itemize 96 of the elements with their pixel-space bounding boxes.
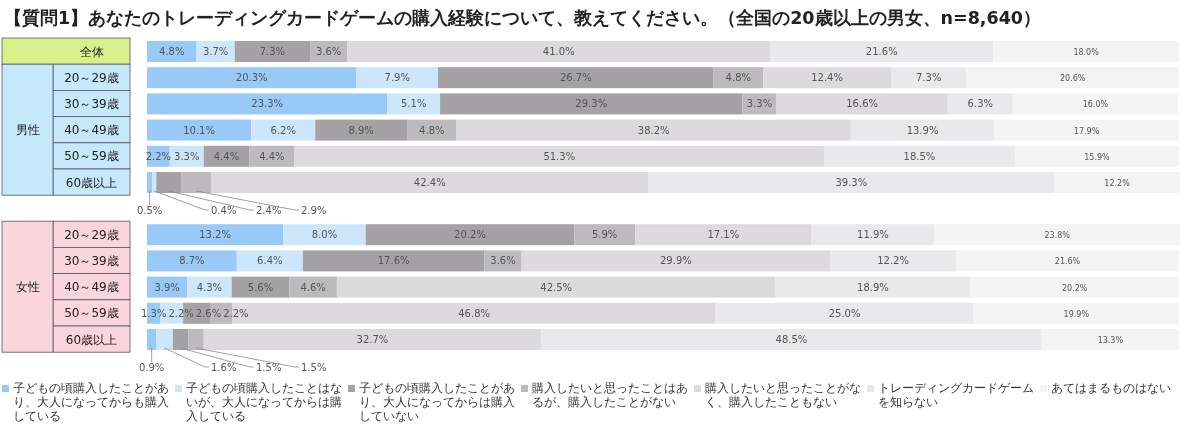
data-label: 4.8% [725, 72, 752, 84]
data-label: 2.2% [223, 307, 249, 319]
data-label: 13.2% [199, 229, 231, 241]
data-label: 20.3% [235, 72, 268, 84]
data-label: 12.2% [877, 255, 909, 267]
data-label: 42.5% [540, 281, 573, 293]
data-label: 0.5% [136, 205, 163, 216]
title: 【質問1】あなたのトレーディングカードゲームの購入経験について、教えてください。（全国の20歳以上の男女、n=8,640） [4, 8, 1041, 28]
data-label: 6.2% [270, 124, 296, 136]
data-label: 7.9% [384, 72, 410, 84]
data-label: 8.7% [179, 255, 205, 267]
data-label: 3.6% [315, 46, 342, 57]
data-label: 7.3% [916, 72, 942, 84]
data-label: 4.6% [300, 281, 326, 293]
legend-label: あてはまるものはない [1051, 381, 1172, 395]
data-label: 17.1% [707, 229, 740, 241]
data-label: 38.2% [637, 124, 670, 136]
data-label: 15.9% [1084, 152, 1111, 162]
data-label: 21.6% [1054, 257, 1081, 267]
data-label: 5.9% [591, 229, 618, 241]
data-label: 4.8% [419, 124, 445, 136]
data-label: 0.9% [138, 362, 165, 373]
data-label: 8.9% [348, 124, 374, 136]
data-label: 12.4% [811, 72, 843, 84]
data-label: 20.2% [454, 229, 486, 241]
data-label: 4.8% [159, 46, 185, 57]
text: 男性 [15, 123, 40, 138]
y-tick-label: 60歳以上 [65, 175, 118, 190]
data-label: 51.3% [543, 150, 576, 162]
data-label: 12.2% [1104, 179, 1131, 188]
data-label: 41.0% [542, 46, 575, 57]
data-label: 46.8% [458, 307, 491, 319]
data-label: 18.9% [857, 281, 889, 293]
data-label: 19.9% [1063, 309, 1090, 319]
data-label: 4.4% [259, 150, 285, 162]
data-label: 21.6% [865, 46, 898, 57]
data-label: 8.0% [311, 229, 338, 241]
data-label: 16.0% [1082, 100, 1109, 110]
data-label: 18.5% [903, 150, 936, 162]
data-label: 16.6% [846, 98, 879, 110]
data-label: 1.5% [256, 362, 282, 373]
data-label: 20.2% [1062, 283, 1088, 293]
y-tick-label: 全体 [79, 44, 104, 59]
data-label: 4.3% [196, 281, 223, 293]
data-label: 1.5% [301, 362, 327, 373]
data-label: 32.7% [356, 334, 389, 345]
data-label: 39.3% [835, 177, 868, 188]
y-tick-label: 30～39歳 [64, 254, 119, 268]
data-label: 3.3% [174, 150, 200, 162]
data-label: 17.9% [1073, 126, 1100, 136]
y-tick-label: 40～49歳 [64, 280, 119, 295]
data-label: 5.1% [401, 98, 427, 110]
data-label: 10.1% [183, 124, 216, 136]
data-label: 42.4% [413, 177, 446, 188]
data-label: 3.9% [154, 281, 180, 293]
data-label: 20.6% [1059, 74, 1086, 84]
legend-label: トレーディングカードゲームを知らない [878, 381, 1035, 409]
y-tick-label: 30～39歳 [64, 97, 119, 111]
data-label: 29.3% [575, 98, 608, 110]
data-label: 6.3% [967, 98, 994, 110]
legend-label: 子どもの頃購入したことがあり、大人になってからも購入している [13, 381, 170, 423]
legend-label: 子どもの頃購入したことがあり、大人になってからは購入していない [359, 381, 516, 423]
data-label: 2.4% [256, 205, 282, 216]
data-label: 18.0% [1073, 48, 1100, 57]
text: 女性 [15, 280, 40, 295]
data-label: 13.3% [1097, 336, 1124, 345]
y-tick-label: 50～59歳 [64, 306, 119, 321]
legend-label: 購入したいと思ったことはあるが、購入したことがない [532, 381, 689, 409]
data-label: 2.2% [168, 307, 194, 319]
data-label: 25.0% [828, 307, 861, 319]
data-label: 13.9% [906, 124, 939, 136]
data-label: 3.6% [490, 255, 516, 267]
data-label: 3.3% [746, 98, 773, 110]
data-label: 26.7% [559, 72, 592, 84]
data-label: 4.4% [213, 150, 240, 162]
data-label: 2.6% [195, 307, 222, 319]
data-label: 29.9% [659, 255, 692, 267]
data-label: 5.6% [247, 281, 274, 293]
legend-label: 子どもの頃購入したことはないが、大人になってからは購入している [186, 381, 343, 423]
y-tick-label: 50～59歳 [64, 149, 119, 164]
data-label: 2.9% [301, 205, 327, 216]
data-label: 48.5% [775, 334, 808, 345]
data-label: 7.3% [259, 46, 286, 57]
data-label: 0.4% [211, 205, 237, 216]
y-tick-label: 40～49歳 [64, 123, 119, 138]
legend-label: 購入したいと思ったことがなく、購入したこともない [705, 381, 862, 409]
data-label: 6.4% [257, 255, 283, 267]
data-label: 3.7% [202, 46, 229, 57]
data-label: 11.9% [857, 229, 889, 241]
data-label: 1.6% [211, 362, 237, 373]
y-tick-label: 20～29歳 [64, 227, 119, 242]
y-tick-label: 60歳以上 [65, 332, 118, 347]
data-label: 23.3% [251, 98, 284, 110]
data-label: 23.8% [1044, 231, 1071, 241]
y-tick-label: 20～29歳 [64, 70, 119, 85]
data-label: 17.6% [377, 255, 410, 267]
